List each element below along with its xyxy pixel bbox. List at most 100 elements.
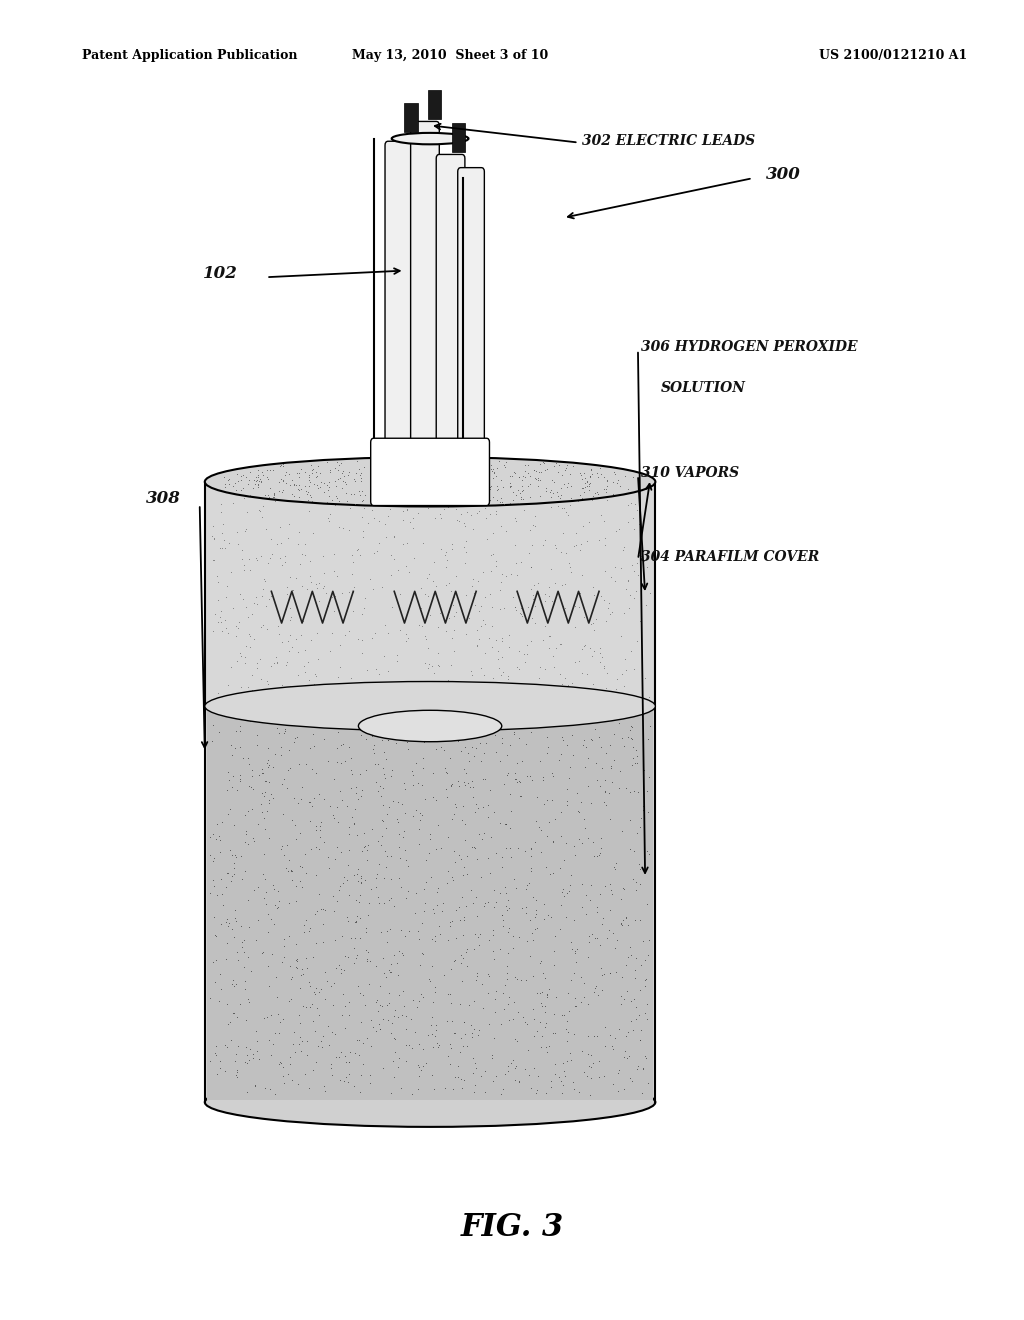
Point [324, 1022, 340, 1043]
Point [341, 620, 357, 642]
Point [527, 832, 544, 853]
Point [270, 920, 287, 941]
Point [552, 477, 568, 498]
Point [304, 932, 321, 953]
Point [411, 1065, 427, 1086]
Point [528, 888, 545, 909]
Point [416, 731, 432, 752]
Point [451, 708, 467, 729]
Point [449, 733, 465, 754]
Point [350, 1030, 367, 1051]
Point [407, 902, 423, 923]
Point [354, 1027, 371, 1048]
Point [346, 812, 362, 833]
Point [430, 814, 446, 836]
Point [248, 929, 264, 950]
Point [267, 822, 284, 843]
Point [204, 743, 220, 764]
Point [236, 710, 252, 731]
Point [480, 847, 497, 869]
Point [482, 857, 499, 878]
Point [476, 714, 493, 735]
Point [437, 467, 454, 488]
Point [575, 635, 592, 656]
Point [570, 800, 587, 821]
Point [358, 799, 375, 820]
Point [354, 702, 371, 723]
Point [304, 523, 321, 544]
Point [284, 874, 300, 895]
Point [343, 700, 359, 721]
Point [562, 845, 579, 866]
Point [626, 721, 642, 742]
Point [343, 928, 359, 949]
Point [255, 746, 271, 767]
Point [267, 1022, 284, 1043]
Point [315, 562, 332, 583]
Point [263, 1045, 280, 1067]
Point [295, 1001, 311, 1022]
Point [525, 966, 542, 987]
Point [332, 1069, 348, 1090]
Point [427, 729, 443, 750]
Point [502, 466, 518, 487]
Point [333, 752, 349, 774]
Point [472, 480, 488, 502]
Point [292, 873, 308, 894]
Point [526, 723, 543, 744]
Point [276, 845, 293, 866]
Point [428, 1015, 444, 1036]
Point [636, 759, 652, 780]
Point [618, 480, 635, 502]
Point [631, 490, 647, 511]
Point [560, 982, 577, 1003]
Point [343, 484, 359, 506]
Point [349, 1030, 366, 1051]
Point [362, 1010, 379, 1031]
Point [218, 964, 234, 985]
Point [304, 792, 321, 813]
Point [248, 470, 264, 491]
Point [505, 482, 521, 503]
Point [565, 962, 582, 983]
Point [310, 700, 327, 721]
Point [580, 471, 596, 492]
Point [386, 706, 402, 727]
Point [538, 1001, 554, 1022]
Point [496, 993, 512, 1014]
Point [509, 656, 525, 677]
Point [411, 730, 427, 751]
Point [583, 614, 599, 635]
Point [602, 882, 618, 903]
Point [359, 840, 376, 861]
Point [233, 1043, 250, 1064]
Point [561, 755, 578, 776]
Point [351, 1018, 368, 1039]
Point [238, 985, 254, 1006]
Point [480, 989, 497, 1010]
Point [251, 1006, 267, 1027]
Point [582, 638, 598, 659]
Point [333, 958, 349, 979]
Point [427, 576, 443, 597]
Point [342, 498, 358, 519]
Point [530, 817, 547, 838]
Point [339, 1072, 355, 1093]
Point [472, 615, 488, 636]
Point [563, 1049, 580, 1071]
Point [217, 876, 233, 898]
Point [424, 1023, 440, 1044]
Point [488, 990, 505, 1011]
Point [446, 474, 463, 495]
Point [411, 929, 427, 950]
Point [326, 808, 342, 829]
Point [370, 1003, 386, 1024]
Point [541, 585, 557, 606]
Point [629, 1067, 645, 1088]
Point [274, 675, 291, 696]
Point [228, 651, 245, 672]
Point [226, 814, 243, 836]
Point [339, 490, 355, 511]
Point [597, 535, 613, 556]
Point [397, 477, 414, 498]
